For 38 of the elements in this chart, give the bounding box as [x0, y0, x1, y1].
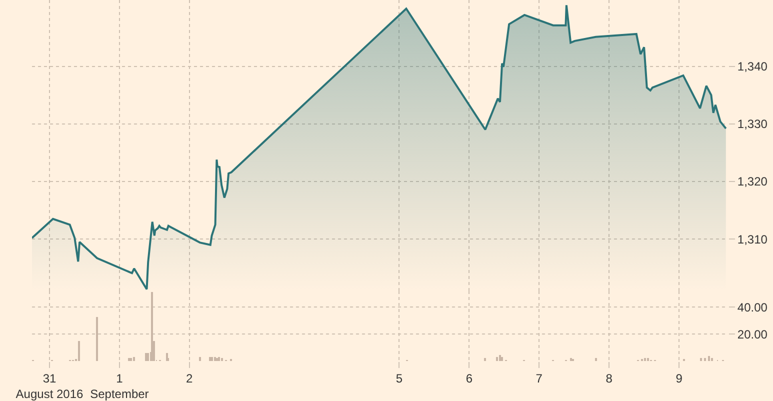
- bar: [647, 358, 649, 361]
- bar: [711, 358, 713, 361]
- bar: [708, 356, 710, 361]
- bar: [700, 358, 702, 361]
- bar: [595, 358, 597, 361]
- bar: [501, 356, 503, 361]
- bar: [484, 358, 486, 361]
- y-tick-label: 20.00: [737, 327, 768, 342]
- bar: [221, 358, 223, 361]
- bar: [147, 352, 149, 361]
- bar: [128, 358, 130, 361]
- y-tick-label: 1,340: [737, 59, 768, 74]
- x-tick-label: 2: [186, 371, 194, 386]
- bar: [218, 356, 220, 361]
- y-tick-label: 1,330: [737, 117, 768, 132]
- x-tick-label: 1 September: [90, 371, 149, 401]
- bar: [644, 358, 646, 361]
- bar: [199, 356, 201, 361]
- x-tick-label: 7: [536, 371, 543, 386]
- bar: [496, 356, 498, 361]
- bar: [209, 356, 211, 361]
- bar: [211, 356, 213, 361]
- x-tick-label: 6: [466, 371, 473, 386]
- y-tick-label: 1,310: [737, 232, 768, 246]
- bar: [145, 352, 147, 361]
- bar: [78, 340, 80, 361]
- y-tick-label: 40.00: [737, 300, 768, 314]
- x-tick-label: 31 August 2016: [16, 371, 84, 401]
- bar: [214, 356, 216, 361]
- bar: [570, 358, 572, 361]
- x-tick-label: 9: [676, 371, 683, 386]
- x-tick-label: 8: [606, 371, 613, 386]
- bar: [133, 356, 135, 361]
- bar: [704, 358, 706, 361]
- bar: [130, 358, 132, 361]
- bar: [499, 354, 501, 361]
- y-tick-label: 1,320: [737, 174, 768, 189]
- x-tick-label: 5: [396, 371, 403, 386]
